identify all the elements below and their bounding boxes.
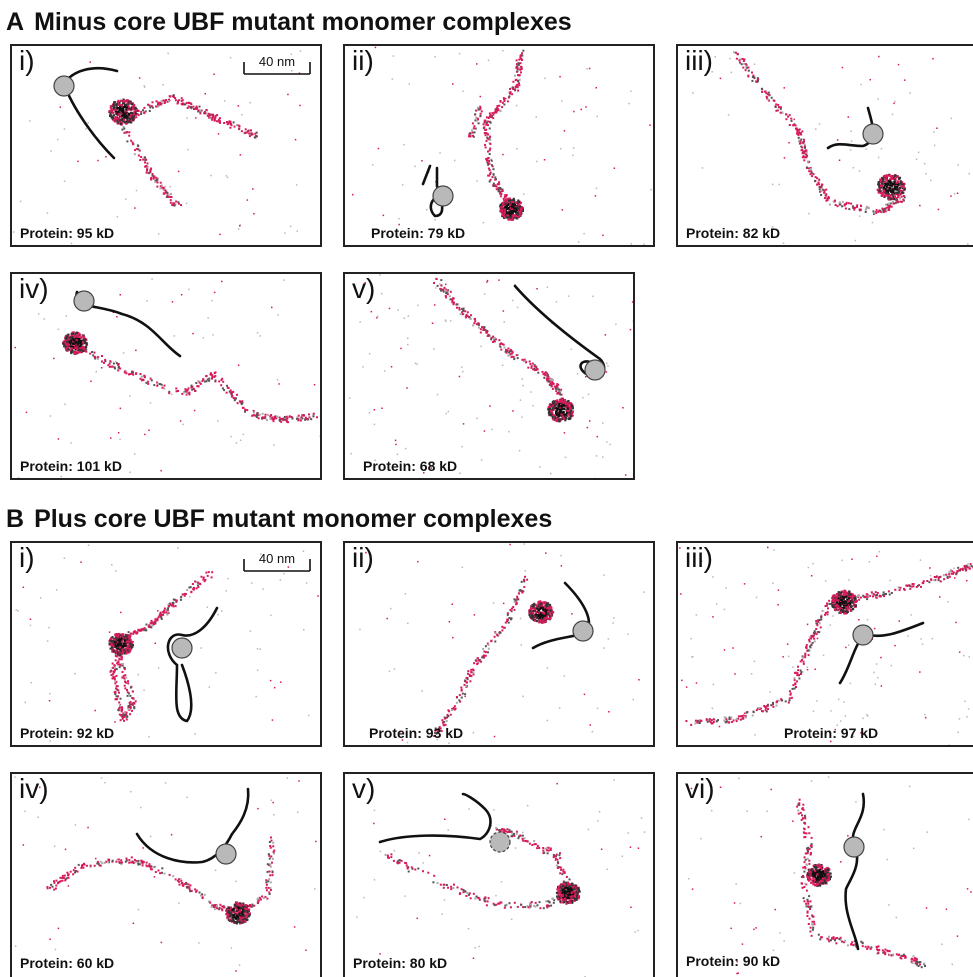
afm-image-b-v xyxy=(356,779,646,977)
protein-blob xyxy=(830,589,858,615)
protein-label: Protein: 60 kD xyxy=(20,955,115,971)
panel-b-ii: ii) Protein: 93 kD xyxy=(343,541,655,747)
dna-strand xyxy=(69,341,318,424)
background-noise xyxy=(12,50,302,245)
protein-blob xyxy=(225,901,251,925)
schematic-sketch xyxy=(73,290,182,358)
section-a-heading: Minus core UBF mutant monomer complexes xyxy=(34,8,572,36)
background-noise xyxy=(359,543,645,744)
afm-image-a-v xyxy=(348,274,633,478)
schematic-sketch xyxy=(53,66,119,160)
dna-strand xyxy=(468,105,483,138)
protein-label: Protein: 92 kD xyxy=(20,725,115,741)
dna-strand xyxy=(733,51,906,215)
afm-image-b-iii xyxy=(679,546,973,745)
dna-strand xyxy=(796,798,926,969)
protein-label: Protein: 95 kD xyxy=(20,225,115,241)
schematic-sketch xyxy=(531,581,594,650)
section-b-heading: Plus core UBF mutant monomer complexes xyxy=(34,505,553,533)
afm-image-b-i xyxy=(15,544,319,742)
panel-numeral: iii) xyxy=(685,45,713,76)
protein-label: Protein: 79 kD xyxy=(371,225,466,241)
panel-numeral: iv) xyxy=(19,773,49,804)
section-a-letter: A xyxy=(6,8,25,36)
panel-a-iii: iii) Protein: 82 kD xyxy=(676,44,973,247)
dna-strand xyxy=(124,94,258,139)
schematic-sketch xyxy=(421,164,454,218)
dna-strand xyxy=(433,277,563,396)
schematic-sketch xyxy=(843,792,866,951)
background-noise xyxy=(692,55,970,245)
protein-blob xyxy=(555,881,581,905)
protein-label: Protein: 82 kD xyxy=(686,225,781,241)
schematic-sketch xyxy=(826,106,884,150)
panel-numeral: iv) xyxy=(19,273,49,304)
panel-b-i: i) 40 nm Protein: 92 kD xyxy=(10,541,322,747)
protein-label: Protein: 97 kD xyxy=(784,725,879,741)
background-noise xyxy=(679,546,970,745)
protein-blob xyxy=(108,632,134,656)
afm-image-a-i xyxy=(12,50,302,245)
protein-blob xyxy=(108,98,138,126)
panel-b-v: v) Protein: 80 kD xyxy=(343,772,655,977)
protein-blob xyxy=(499,197,524,221)
panel-numeral: i) xyxy=(19,45,35,76)
panel-a-i: i) 40 nm Protein: 95 kD xyxy=(10,44,322,247)
scale-bar: 40 nm xyxy=(242,551,312,573)
background-noise xyxy=(15,544,319,742)
panel-b-iv: iv) Protein: 60 kD xyxy=(10,772,322,977)
protein-blob xyxy=(806,863,832,887)
scale-bar: 40 nm xyxy=(242,54,312,76)
panel-numeral: i) xyxy=(19,542,35,573)
dna-strand xyxy=(46,836,276,918)
scale-bar-label: 40 nm xyxy=(258,54,296,69)
dna-strand xyxy=(121,126,182,207)
schematic-sketch xyxy=(378,792,511,853)
afm-image-b-iv xyxy=(14,776,317,972)
protein-blob xyxy=(547,397,574,423)
panel-numeral: v) xyxy=(352,773,376,804)
protein-label: Protein: 93 kD xyxy=(369,725,464,741)
scale-bar-line xyxy=(243,62,311,75)
dna-strand xyxy=(109,571,214,722)
protein-blob xyxy=(62,331,88,355)
protein-label: Protein: 101 kD xyxy=(20,458,122,474)
schematic-sketch xyxy=(838,621,925,685)
panel-numeral: ii) xyxy=(352,45,374,76)
protein-label: Protein: 68 kD xyxy=(363,458,458,474)
schematic-sketch xyxy=(166,606,219,723)
protein-blob xyxy=(876,173,906,201)
afm-image-a-iv xyxy=(14,278,320,478)
panel-numeral: iii) xyxy=(685,542,713,573)
background-noise xyxy=(688,776,972,975)
scale-bar-label: 40 nm xyxy=(258,551,296,566)
section-a-title: A Minus core UBF mutant monomer complexes xyxy=(6,8,572,37)
background-noise xyxy=(356,779,646,977)
panel-a-v: v) Protein: 68 kD xyxy=(343,272,635,480)
panel-b-iii: iii) Protein: 97 kD xyxy=(676,541,973,747)
protein-label: Protein: 90 kD xyxy=(686,953,781,969)
background-noise xyxy=(14,278,320,478)
panel-numeral: ii) xyxy=(352,542,374,573)
section-b-title: B Plus core UBF mutant monomer complexes xyxy=(6,505,552,534)
afm-image-b-ii xyxy=(359,543,645,744)
panel-numeral: vi) xyxy=(685,773,715,804)
panel-numeral: v) xyxy=(352,273,376,304)
panel-a-iv: iv) Protein: 101 kD xyxy=(10,272,322,480)
dna-strand xyxy=(433,575,529,737)
scale-bar-line xyxy=(243,559,311,572)
dna-strand xyxy=(685,563,973,726)
afm-image-b-vi xyxy=(688,776,972,975)
schematic-sketch xyxy=(513,284,606,381)
dna-strand xyxy=(482,49,525,210)
panel-a-ii: ii) Protein: 79 kD xyxy=(343,44,655,247)
schematic-sketch xyxy=(135,787,250,865)
protein-label: Protein: 80 kD xyxy=(353,955,448,971)
panel-b-vi: vi) Protein: 90 kD xyxy=(676,772,973,977)
afm-image-a-ii xyxy=(352,46,652,245)
afm-image-a-iii xyxy=(692,51,970,245)
protein-blob xyxy=(528,600,555,624)
background-noise xyxy=(348,274,633,478)
section-b-letter: B xyxy=(6,505,25,533)
